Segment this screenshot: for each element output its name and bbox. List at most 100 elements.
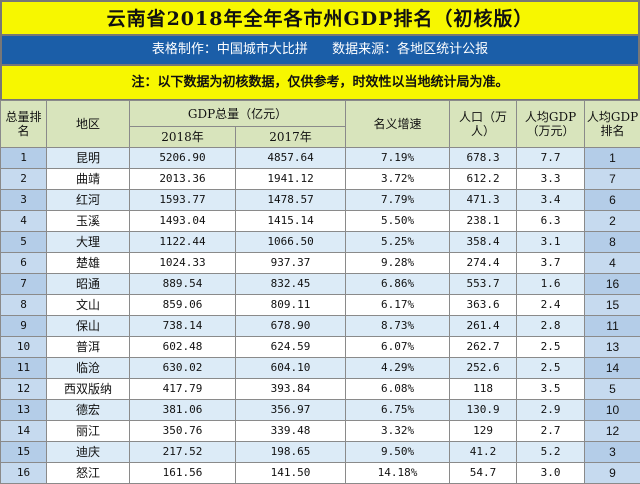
per-capita-cell: 2.7 — [517, 421, 585, 442]
per-capita-rank-cell: 2 — [585, 211, 640, 232]
growth-cell: 5.25% — [346, 232, 450, 253]
gdp-2018-cell: 5206.90 — [130, 148, 236, 169]
region-cell: 昆明 — [47, 148, 130, 169]
per-capita-rank-cell: 14 — [585, 358, 640, 379]
header-growth: 名义增速 — [346, 101, 450, 148]
gdp-2017-cell: 339.48 — [236, 421, 346, 442]
gdp-2017-cell: 1941.12 — [236, 169, 346, 190]
population-cell: 363.6 — [450, 295, 517, 316]
gdp-2018-cell: 350.76 — [130, 421, 236, 442]
gdp-2017-cell: 1478.57 — [236, 190, 346, 211]
gdp-2018-cell: 1593.77 — [130, 190, 236, 211]
growth-cell: 3.72% — [346, 169, 450, 190]
growth-cell: 6.08% — [346, 379, 450, 400]
per-capita-rank-cell: 3 — [585, 442, 640, 463]
gdp-2017-cell: 832.45 — [236, 274, 346, 295]
table-row: 7 昭通 889.54 832.45 6.86% 553.7 1.6 16 — [1, 274, 640, 295]
per-capita-cell: 3.4 — [517, 190, 585, 211]
region-cell: 普洱 — [47, 337, 130, 358]
gdp-2018-cell: 630.02 — [130, 358, 236, 379]
table-row: 1 昆明 5206.90 4857.64 7.19% 678.3 7.7 1 — [1, 148, 640, 169]
per-capita-cell: 5.2 — [517, 442, 585, 463]
table-row: 15 迪庆 217.52 198.65 9.50% 41.2 5.2 3 — [1, 442, 640, 463]
population-cell: 238.1 — [450, 211, 517, 232]
per-capita-rank-cell: 12 — [585, 421, 640, 442]
table-row: 14 丽江 350.76 339.48 3.32% 129 2.7 12 — [1, 421, 640, 442]
table-row: 5 大理 1122.44 1066.50 5.25% 358.4 3.1 8 — [1, 232, 640, 253]
per-capita-rank-cell: 10 — [585, 400, 640, 421]
growth-cell: 6.75% — [346, 400, 450, 421]
rank-cell: 5 — [1, 232, 47, 253]
gdp-2017-cell: 141.50 — [236, 463, 346, 484]
gdp-2018-cell: 381.06 — [130, 400, 236, 421]
population-cell: 471.3 — [450, 190, 517, 211]
table-row: 4 玉溪 1493.04 1415.14 5.50% 238.1 6.3 2 — [1, 211, 640, 232]
gdp-2017-cell: 678.90 — [236, 316, 346, 337]
header-region: 地区 — [47, 101, 130, 148]
region-cell: 红河 — [47, 190, 130, 211]
rank-cell: 1 — [1, 148, 47, 169]
gdp-2017-cell: 937.37 — [236, 253, 346, 274]
region-cell: 玉溪 — [47, 211, 130, 232]
per-capita-rank-cell: 8 — [585, 232, 640, 253]
gdp-ranking-table: 总量排名 地区 GDP总量（亿元） 名义增速 人口（万人） 人均GDP（万元） … — [0, 100, 640, 484]
rank-cell: 9 — [1, 316, 47, 337]
population-cell: 553.7 — [450, 274, 517, 295]
rank-cell: 11 — [1, 358, 47, 379]
per-capita-cell: 2.5 — [517, 358, 585, 379]
gdp-2017-cell: 809.11 — [236, 295, 346, 316]
gdp-2018-cell: 859.06 — [130, 295, 236, 316]
rank-cell: 13 — [1, 400, 47, 421]
region-cell: 楚雄 — [47, 253, 130, 274]
growth-cell: 14.18% — [346, 463, 450, 484]
rank-cell: 3 — [1, 190, 47, 211]
per-capita-rank-cell: 6 — [585, 190, 640, 211]
gdp-2018-cell: 889.54 — [130, 274, 236, 295]
per-capita-cell: 3.3 — [517, 169, 585, 190]
region-cell: 德宏 — [47, 400, 130, 421]
population-cell: 130.9 — [450, 400, 517, 421]
per-capita-rank-cell: 7 — [585, 169, 640, 190]
per-capita-rank-cell: 16 — [585, 274, 640, 295]
sheet-title: 云南省2018年全年各市州GDP排名（初核版） — [0, 0, 640, 36]
per-capita-rank-cell: 5 — [585, 379, 640, 400]
growth-cell: 6.07% — [346, 337, 450, 358]
region-cell: 保山 — [47, 316, 130, 337]
gdp-2017-cell: 1415.14 — [236, 211, 346, 232]
gdp-2018-cell: 1493.04 — [130, 211, 236, 232]
growth-cell: 9.28% — [346, 253, 450, 274]
header-per-capita: 人均GDP（万元） — [517, 101, 585, 148]
gdp-2018-cell: 602.48 — [130, 337, 236, 358]
per-capita-cell: 1.6 — [517, 274, 585, 295]
gdp-2018-cell: 217.52 — [130, 442, 236, 463]
growth-cell: 6.86% — [346, 274, 450, 295]
region-cell: 大理 — [47, 232, 130, 253]
gdp-2018-cell: 161.56 — [130, 463, 236, 484]
table-row: 9 保山 738.14 678.90 8.73% 261.4 2.8 11 — [1, 316, 640, 337]
per-capita-cell: 7.7 — [517, 148, 585, 169]
region-cell: 曲靖 — [47, 169, 130, 190]
table-row: 3 红河 1593.77 1478.57 7.79% 471.3 3.4 6 — [1, 190, 640, 211]
source-text: 数据来源：各地区统计公报 — [332, 42, 488, 57]
population-cell: 252.6 — [450, 358, 517, 379]
population-cell: 358.4 — [450, 232, 517, 253]
rank-cell: 14 — [1, 421, 47, 442]
table-row: 2 曲靖 2013.36 1941.12 3.72% 612.2 3.3 7 — [1, 169, 640, 190]
gdp-2017-cell: 1066.50 — [236, 232, 346, 253]
growth-cell: 8.73% — [346, 316, 450, 337]
gdp-2018-cell: 1024.33 — [130, 253, 236, 274]
table-body: 1 昆明 5206.90 4857.64 7.19% 678.3 7.7 1 2… — [1, 148, 640, 484]
producer-text: 表格制作：中国城市大比拼 — [152, 42, 308, 57]
region-cell: 临沧 — [47, 358, 130, 379]
header-gdp-2018: 2018年 — [130, 127, 236, 148]
growth-cell: 7.79% — [346, 190, 450, 211]
growth-cell: 4.29% — [346, 358, 450, 379]
gdp-2017-cell: 198.65 — [236, 442, 346, 463]
population-cell: 41.2 — [450, 442, 517, 463]
gdp-2017-cell: 356.97 — [236, 400, 346, 421]
region-cell: 迪庆 — [47, 442, 130, 463]
disclaimer-note: 注：以下数据为初核数据，仅供参考，时效性以当地统计局为准。 — [0, 66, 640, 100]
per-capita-rank-cell: 11 — [585, 316, 640, 337]
credit-line: 表格制作：中国城市大比拼 数据来源：各地区统计公报 — [0, 36, 640, 66]
growth-cell: 5.50% — [346, 211, 450, 232]
